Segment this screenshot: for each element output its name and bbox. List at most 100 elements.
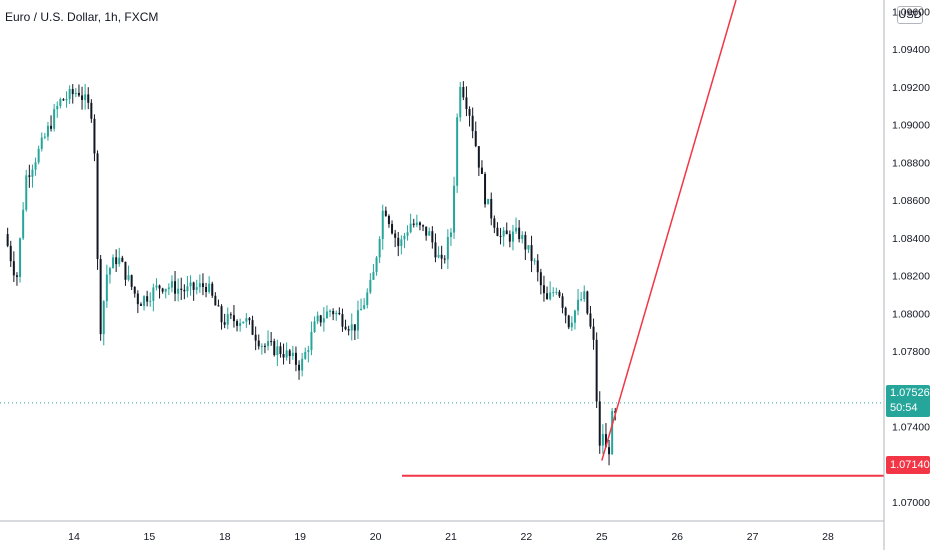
candle-body <box>391 224 394 234</box>
candle-body <box>431 231 434 243</box>
candle-body <box>37 148 40 163</box>
time-tick-label: 25 <box>596 531 608 543</box>
price-tick-label: 1.08200 <box>892 271 930 283</box>
candle-body <box>186 286 189 292</box>
candle-body <box>282 354 285 358</box>
candle-body <box>301 358 304 371</box>
candle-body <box>384 210 387 216</box>
price-tick-label: 1.08000 <box>892 308 930 320</box>
candle-body <box>90 102 93 119</box>
trend-line[interactable] <box>601 0 737 461</box>
candle-body <box>570 322 573 328</box>
price-tick-label: 1.08400 <box>892 233 930 245</box>
candle-body <box>170 281 173 288</box>
candle-body <box>558 291 561 297</box>
currency-button[interactable]: USD <box>897 6 923 24</box>
time-tick-label: 28 <box>822 531 834 543</box>
candle-body <box>313 321 316 332</box>
candle-body <box>319 315 322 323</box>
candle-body <box>263 345 266 347</box>
candle-body <box>546 293 549 300</box>
candle-body <box>592 326 595 340</box>
candle-body <box>471 115 474 132</box>
candle-body <box>580 299 583 301</box>
time-tick-label: 19 <box>294 531 306 543</box>
candle-body <box>6 234 9 246</box>
candle-body <box>595 339 598 402</box>
candle-body <box>143 296 146 306</box>
candle-body <box>338 312 341 315</box>
candle-body <box>360 308 363 311</box>
time-axis[interactable]: 14 15 18 19 20 21 22 25 26 27 28 <box>68 531 834 543</box>
candle-body <box>443 258 446 260</box>
candle-body <box>180 288 183 290</box>
candle-body <box>341 314 344 327</box>
candle-body <box>397 237 400 247</box>
price-axis[interactable]: 1.070001.072001.074001.076001.078001.080… <box>892 6 930 509</box>
candle-body <box>453 185 456 233</box>
candle-body <box>462 87 465 98</box>
candle-body <box>155 285 158 288</box>
price-tick-label: 1.09400 <box>892 44 930 56</box>
candle-body <box>12 261 15 276</box>
candle-body <box>604 434 607 448</box>
candle-body <box>136 293 139 305</box>
candle-body <box>50 125 53 129</box>
candle-body <box>583 291 586 300</box>
candle-body <box>245 318 248 322</box>
candle-body <box>508 234 511 242</box>
candle-body <box>353 324 356 331</box>
candle-body <box>279 346 282 355</box>
candle-body <box>415 222 418 225</box>
candle-body <box>53 109 56 129</box>
candle-body <box>112 257 115 269</box>
candle-body <box>403 235 406 240</box>
candle-body <box>325 311 328 319</box>
candle-body <box>108 268 111 275</box>
time-tick-label: 20 <box>370 531 382 543</box>
candle-body <box>474 131 477 147</box>
candle-body <box>459 87 462 118</box>
candle-body <box>158 285 161 289</box>
candle-body <box>387 215 390 225</box>
candle-body <box>31 169 34 177</box>
price-tick-label: 1.07800 <box>892 346 930 358</box>
candle-body <box>220 306 223 323</box>
candle-body <box>533 260 536 262</box>
symbol-title: Euro / U.S. Dollar, 1h, FXCM <box>5 10 159 24</box>
candle-body <box>22 209 25 239</box>
time-tick-label: 21 <box>445 531 457 543</box>
candle-body <box>372 272 375 280</box>
candle-body <box>285 350 288 358</box>
candle-body <box>25 175 28 210</box>
candle-body <box>369 279 372 293</box>
candle-body <box>440 254 443 259</box>
candle-body <box>518 227 521 240</box>
candle-body <box>310 331 313 351</box>
candle-body <box>542 285 545 294</box>
candle-body <box>236 321 239 326</box>
candle-body <box>208 283 211 292</box>
candle-body <box>217 305 220 307</box>
candle-body <box>105 274 108 302</box>
candle-body <box>118 257 121 265</box>
candle-body <box>375 257 378 273</box>
candle-body <box>174 281 177 294</box>
candle-body <box>189 282 192 287</box>
candle-body <box>260 345 263 347</box>
time-tick-label: 14 <box>68 531 80 543</box>
candle-body <box>84 94 87 100</box>
candle-body <box>93 118 96 154</box>
candle-body <box>251 320 254 335</box>
candle-body <box>335 312 338 315</box>
candle-body <box>366 292 369 306</box>
candle-body <box>71 89 74 95</box>
candle-body <box>316 315 319 322</box>
candle-body <box>332 311 335 315</box>
candle-body <box>139 304 142 306</box>
candle-body <box>521 235 524 240</box>
candle-body <box>573 310 576 323</box>
candles <box>6 81 617 466</box>
candle-body <box>43 136 46 138</box>
